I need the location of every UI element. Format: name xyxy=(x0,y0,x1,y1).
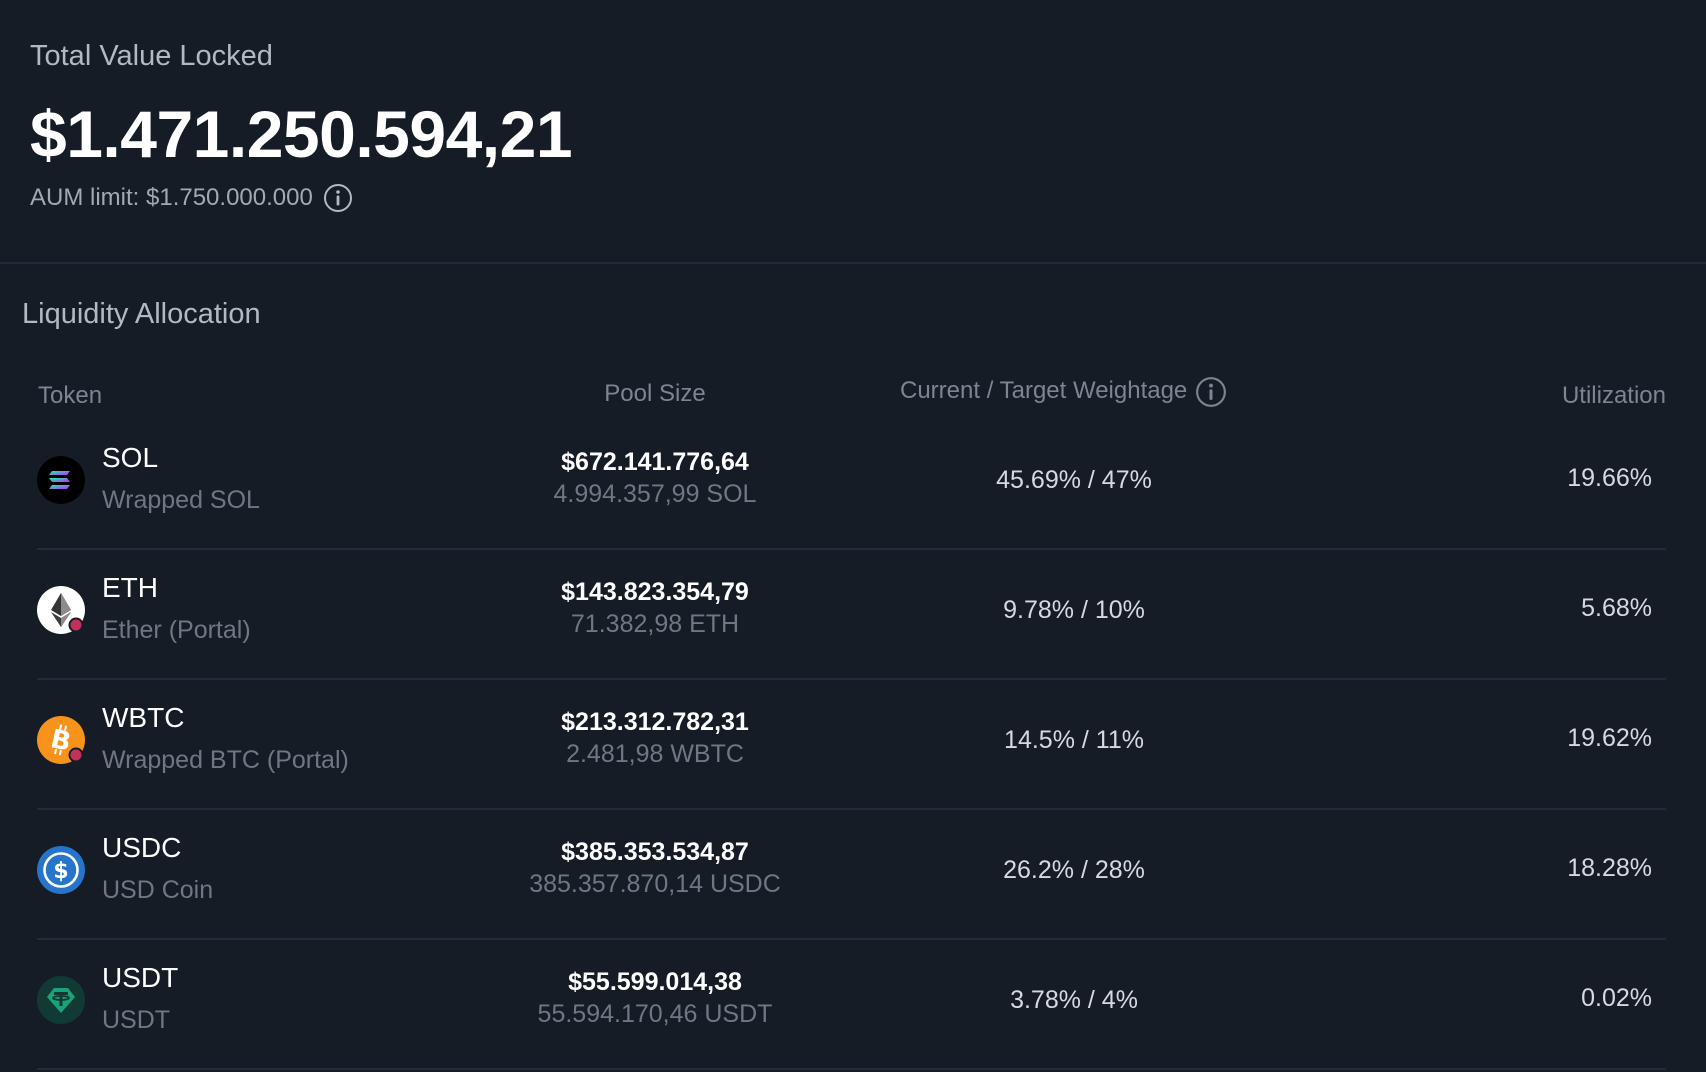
weightage-value: 9.78% / 10% xyxy=(1003,596,1145,624)
pool-size-amount: 71.382,98 ETH xyxy=(570,610,740,638)
pool-size-amount: 385.357.870,14 USDC xyxy=(529,870,781,898)
column-header-weightage-label: Current / Target Weightage xyxy=(900,377,1188,404)
token-name: USDT xyxy=(102,1006,171,1034)
pool-size-usd: $672.141.776,64 xyxy=(561,448,749,476)
section-divider xyxy=(0,262,1706,264)
weightage-value: 3.78% / 4% xyxy=(1010,986,1138,1014)
column-header-weightage: Current / Target Weightage xyxy=(900,376,1227,407)
pool-size-usd: $55.599.014,38 xyxy=(568,968,742,996)
row-divider xyxy=(37,678,1666,680)
column-header-token: Token xyxy=(38,382,103,409)
pool-size-usd: $213.312.782,31 xyxy=(561,708,749,736)
table-row[interactable]: B WBTC Wrapped BTC (Portal) $213.312.782… xyxy=(0,680,1706,810)
weightage-value: 45.69% / 47% xyxy=(996,466,1152,494)
token-symbol: SOL xyxy=(102,442,159,473)
token-symbol: USDC xyxy=(102,832,182,863)
row-divider xyxy=(37,548,1666,550)
token-name: USD Coin xyxy=(102,876,214,904)
token-symbol: ETH xyxy=(102,572,158,603)
utilization-value: 0.02% xyxy=(1581,984,1652,1012)
aum-limit-row: AUM limit: $1.750.000.000 xyxy=(30,180,353,216)
table-row[interactable]: SOL Wrapped SOL $672.141.776,64 4.994.35… xyxy=(0,420,1706,550)
eth-icon xyxy=(37,586,85,634)
table-header: Token Pool Size Current / Target Weighta… xyxy=(0,370,1706,420)
token-symbol: WBTC xyxy=(102,702,185,733)
tvl-label: Total Value Locked xyxy=(30,40,273,72)
pool-size-usd: $385.353.534,87 xyxy=(561,838,749,866)
pool-size-amount: 4.994.357,99 SOL xyxy=(553,480,757,508)
table-row[interactable]: ETH Ether (Portal) $143.823.354,79 71.38… xyxy=(0,550,1706,680)
weightage-value: 14.5% / 11% xyxy=(1004,726,1144,754)
pool-size-amount: 55.594.170,46 USDT xyxy=(537,1000,773,1028)
tvl-section: Total Value Locked $1.471.250.594,21 AUM… xyxy=(30,0,1670,262)
aum-limit-text: AUM limit: $1.750.000.000 xyxy=(30,184,313,211)
info-icon[interactable] xyxy=(323,183,353,213)
utilization-value: 19.62% xyxy=(1567,724,1652,752)
sol-icon xyxy=(37,456,85,504)
svg-text:$: $ xyxy=(53,859,68,884)
liquidity-allocation-title: Liquidity Allocation xyxy=(22,298,261,330)
pool-size-usd: $143.823.354,79 xyxy=(561,578,749,606)
table-row[interactable]: $ USDC USD Coin $385.353.534,87 385.357.… xyxy=(0,810,1706,940)
usdt-icon xyxy=(37,976,85,1024)
token-name: Wrapped SOL xyxy=(102,486,260,514)
row-divider xyxy=(37,938,1666,940)
weightage-value: 26.2% / 28% xyxy=(1003,856,1145,884)
utilization-value: 19.66% xyxy=(1567,464,1652,492)
token-symbol: USDT xyxy=(102,962,179,993)
row-divider xyxy=(37,1068,1666,1070)
wbtc-icon: B xyxy=(37,716,85,764)
column-header-pool-size: Pool Size xyxy=(604,380,706,407)
token-name: Ether (Portal) xyxy=(102,616,251,644)
info-icon[interactable] xyxy=(1195,376,1227,407)
pool-size-amount: 2.481,98 WBTC xyxy=(566,740,744,768)
usdc-icon: $ xyxy=(37,846,85,894)
token-name: Wrapped BTC (Portal) xyxy=(102,746,349,774)
column-header-utilization: Utilization xyxy=(1561,382,1666,409)
row-divider xyxy=(37,808,1666,810)
tvl-value: $1.471.250.594,21 xyxy=(30,97,573,171)
allocation-table-body: SOL Wrapped SOL $672.141.776,64 4.994.35… xyxy=(0,420,1706,1070)
utilization-value: 18.28% xyxy=(1567,854,1652,882)
table-row[interactable]: USDT USDT $55.599.014,38 55.594.170,46 U… xyxy=(0,940,1706,1070)
utilization-value: 5.68% xyxy=(1581,594,1652,622)
